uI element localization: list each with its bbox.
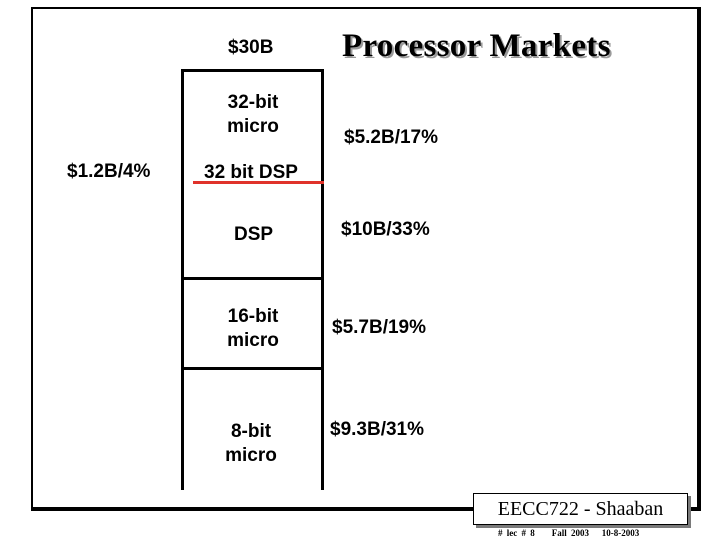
bar-left-edge xyxy=(181,70,184,490)
slide-frame xyxy=(31,7,701,511)
segment-32bit-dsp-name: 32 bit DSP xyxy=(204,162,298,183)
segment-8bit-micro-value: $9.3B/31% xyxy=(330,419,425,440)
segment-32bit-micro-value: $5.2B/17% xyxy=(344,127,439,148)
date-label: 10-8-2003 xyxy=(601,528,640,538)
segment-divider-16bit xyxy=(181,367,324,370)
total-market-label: $30B xyxy=(228,37,274,58)
bar-top-edge xyxy=(181,69,324,72)
segment-dsp-name: DSP xyxy=(234,224,274,245)
bar-right-edge xyxy=(321,70,324,490)
segment-divider-dsp xyxy=(181,277,324,280)
segment-dsp-value: $10B/33% xyxy=(341,219,430,240)
term-label: Fall 2003 xyxy=(551,528,589,538)
segment-8bit-micro-name: 8-bit micro xyxy=(225,421,277,466)
lecture-footer: # lec # 8 Fall 2003 10-8-2003 xyxy=(498,528,639,538)
slide-title: Processor Markets xyxy=(342,28,611,64)
segment-divider-32bit-dsp xyxy=(193,181,324,184)
segment-16bit-micro-name: 16-bit micro xyxy=(227,306,279,351)
lecture-number: # lec # 8 xyxy=(498,528,535,538)
segment-16bit-micro-value: $5.7B/19% xyxy=(332,317,427,338)
course-footer-box: EECC722 - Shaaban xyxy=(473,493,688,525)
segment-32bit-micro-name: 32-bit micro xyxy=(227,92,279,137)
segment-32bit-dsp-value: $1.2B/4% xyxy=(67,161,151,182)
